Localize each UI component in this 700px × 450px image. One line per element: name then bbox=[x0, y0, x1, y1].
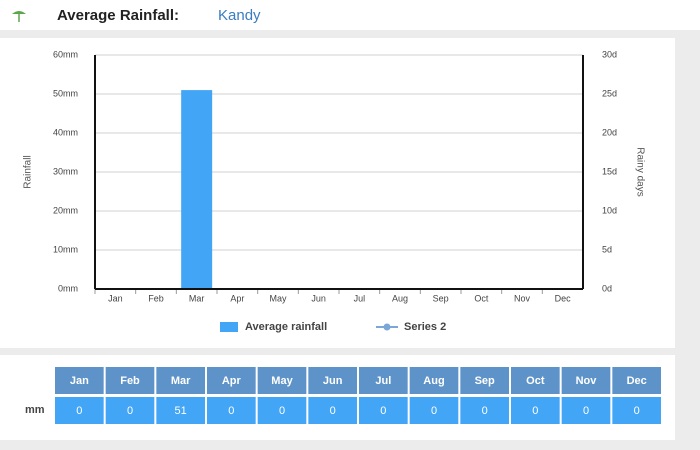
x-tick-label: May bbox=[269, 293, 287, 303]
table-header-cell bbox=[105, 367, 155, 394]
table-value-text: 0 bbox=[127, 405, 133, 417]
table-value-text: 0 bbox=[482, 405, 488, 417]
legend-label: Series 2 bbox=[404, 321, 446, 333]
chart-subtitle: Kandy bbox=[218, 7, 261, 24]
table-header-text: Dec bbox=[627, 375, 647, 387]
table-value-text: 0 bbox=[330, 405, 336, 417]
table-header-cell bbox=[257, 367, 307, 394]
y-tick-label: 30mm bbox=[53, 166, 78, 176]
y2-tick-label: 10d bbox=[602, 205, 617, 215]
y2-tick-label: 5d bbox=[602, 244, 612, 254]
table-value-cell bbox=[156, 397, 205, 424]
table-header-cell bbox=[612, 367, 661, 394]
x-tick-label: Dec bbox=[555, 293, 572, 303]
table-value-cell bbox=[511, 397, 560, 424]
table-value-text: 0 bbox=[279, 405, 285, 417]
table-header-text: Mar bbox=[171, 375, 191, 387]
table-value-text: 0 bbox=[380, 405, 386, 417]
table-value-cell bbox=[55, 397, 104, 424]
table-header-text: Jun bbox=[323, 375, 343, 387]
x-tick-label: Mar bbox=[189, 293, 205, 303]
table-value-cell bbox=[105, 397, 155, 424]
table-value-text: 0 bbox=[431, 405, 437, 417]
table-header-cell bbox=[156, 367, 205, 394]
table-header-cell bbox=[359, 367, 408, 394]
chart-panel bbox=[0, 38, 675, 348]
table-value-cell bbox=[207, 397, 256, 424]
table-header-cell bbox=[207, 367, 256, 394]
table-header-text: Oct bbox=[526, 375, 545, 387]
legend-swatch bbox=[220, 322, 238, 332]
table-row-label: mm bbox=[25, 404, 45, 416]
table-value-cell bbox=[409, 397, 459, 424]
table-value-text: 0 bbox=[634, 405, 640, 417]
x-tick-label: Jan bbox=[108, 293, 123, 303]
legend-swatch bbox=[383, 323, 391, 331]
header-bar bbox=[0, 0, 700, 30]
table-header-text: Aug bbox=[423, 375, 444, 387]
bar bbox=[181, 90, 213, 289]
table-value-cell bbox=[257, 397, 307, 424]
table-header-text: Jul bbox=[375, 375, 391, 387]
y-tick-label: 40mm bbox=[53, 127, 78, 137]
table-header-cell bbox=[511, 367, 560, 394]
y-axis-title: Rainfall bbox=[23, 155, 34, 188]
y2-axis-title: Rainy days bbox=[634, 147, 645, 196]
table-value-cell bbox=[612, 397, 661, 424]
x-tick-label: Aug bbox=[392, 293, 408, 303]
y2-tick-label: 25d bbox=[602, 88, 617, 98]
table-header-cell bbox=[561, 367, 611, 394]
y2-tick-label: 15d bbox=[602, 166, 617, 176]
table-header-text: May bbox=[271, 375, 293, 387]
table-header-text: Feb bbox=[120, 375, 140, 387]
chart-title: Average Rainfall: bbox=[57, 7, 179, 24]
y-tick-label: 0mm bbox=[58, 283, 78, 293]
x-tick-label: Feb bbox=[148, 293, 164, 303]
table-value-text: 0 bbox=[583, 405, 589, 417]
table-value-text: 0 bbox=[228, 405, 234, 417]
x-tick-label: Nov bbox=[514, 293, 531, 303]
table-value-cell bbox=[308, 397, 357, 424]
y-tick-label: 20mm bbox=[53, 205, 78, 215]
x-tick-label: Apr bbox=[230, 293, 244, 303]
table-value-text: 51 bbox=[175, 405, 187, 417]
header-icon bbox=[12, 11, 26, 22]
table-value-cell bbox=[460, 397, 509, 424]
y2-tick-label: 30d bbox=[602, 49, 617, 59]
y-tick-label: 10mm bbox=[53, 244, 78, 254]
table-header-cell bbox=[308, 367, 357, 394]
table-header-cell bbox=[409, 367, 459, 394]
x-tick-label: Jul bbox=[354, 293, 366, 303]
table-value-cell bbox=[561, 397, 611, 424]
table-header-cell bbox=[55, 367, 104, 394]
x-tick-label: Oct bbox=[474, 293, 489, 303]
x-tick-label: Sep bbox=[433, 293, 449, 303]
table-value-text: 0 bbox=[532, 405, 538, 417]
legend-label: Average rainfall bbox=[245, 321, 327, 333]
table-value-text: 0 bbox=[76, 405, 82, 417]
table-header-cell bbox=[460, 367, 509, 394]
y-tick-label: 60mm bbox=[53, 49, 78, 59]
table-header-text: Jan bbox=[70, 375, 89, 387]
table-header-text: Nov bbox=[576, 375, 598, 387]
table-value-cell bbox=[359, 397, 408, 424]
x-tick-label: Jun bbox=[311, 293, 326, 303]
y2-tick-label: 20d bbox=[602, 127, 617, 137]
table-header-text: Sep bbox=[475, 375, 495, 387]
table-header-text: Apr bbox=[222, 375, 242, 387]
y-tick-label: 50mm bbox=[53, 88, 78, 98]
y2-tick-label: 0d bbox=[602, 283, 612, 293]
